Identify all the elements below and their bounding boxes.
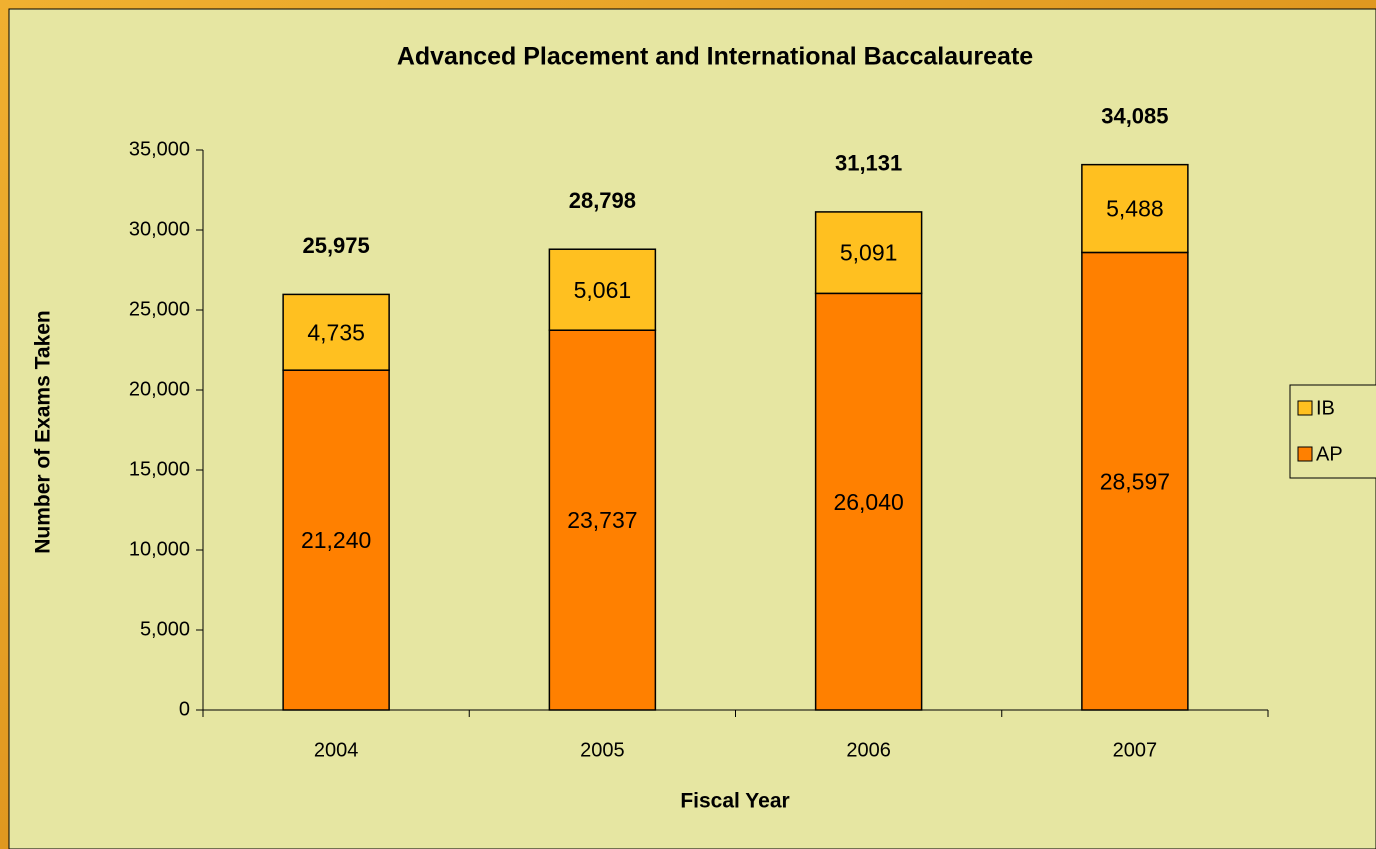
legend-label: IB bbox=[1316, 397, 1335, 419]
bar-value-label: 21,240 bbox=[301, 527, 371, 553]
bar-value-label: 4,735 bbox=[307, 319, 365, 345]
chart-title: Advanced Placement and International Bac… bbox=[397, 43, 1033, 71]
y-tick-label: 35,000 bbox=[129, 138, 190, 160]
total-label: 34,085 bbox=[1101, 103, 1168, 128]
legend-swatch bbox=[1297, 400, 1313, 416]
bar-value-label: 5,091 bbox=[840, 240, 898, 266]
y-tick-label: 25,000 bbox=[129, 298, 190, 320]
x-axis-label: Fiscal Year bbox=[680, 790, 789, 813]
bar-segment bbox=[282, 369, 390, 711]
y-tick-label: 30,000 bbox=[129, 218, 190, 240]
bar-value-label: 26,040 bbox=[833, 489, 903, 515]
y-axis-label: Number of Exams Taken bbox=[32, 310, 55, 554]
x-tick-label: 2006 bbox=[846, 739, 891, 761]
bar-value-label: 23,737 bbox=[567, 507, 637, 533]
y-tick-label: 0 bbox=[179, 698, 190, 720]
x-tick-label: 2004 bbox=[314, 739, 359, 761]
y-tick-label: 10,000 bbox=[129, 538, 190, 560]
bar-value-label: 5,061 bbox=[574, 277, 632, 303]
bar-value-label: 28,597 bbox=[1100, 468, 1170, 494]
bar-segment bbox=[814, 292, 923, 711]
x-tick-label: 2007 bbox=[1113, 739, 1158, 761]
x-tick-label: 2005 bbox=[580, 739, 625, 761]
bar-value-label: 5,488 bbox=[1106, 196, 1164, 222]
bar-segment bbox=[1081, 163, 1189, 254]
bar-segment bbox=[282, 293, 390, 371]
bar-segment bbox=[1081, 251, 1189, 711]
y-tick-label: 20,000 bbox=[129, 378, 190, 400]
legend-swatch bbox=[1297, 446, 1313, 462]
bar-segment bbox=[548, 248, 657, 331]
bar-segment bbox=[548, 329, 657, 711]
total-label: 31,131 bbox=[835, 151, 902, 176]
bar-segment bbox=[814, 211, 923, 295]
legend-label: AP bbox=[1316, 443, 1343, 465]
y-tick-label: 15,000 bbox=[129, 458, 190, 480]
y-tick-label: 5,000 bbox=[140, 618, 190, 640]
total-label: 25,975 bbox=[302, 233, 369, 258]
total-label: 28,798 bbox=[569, 188, 636, 213]
